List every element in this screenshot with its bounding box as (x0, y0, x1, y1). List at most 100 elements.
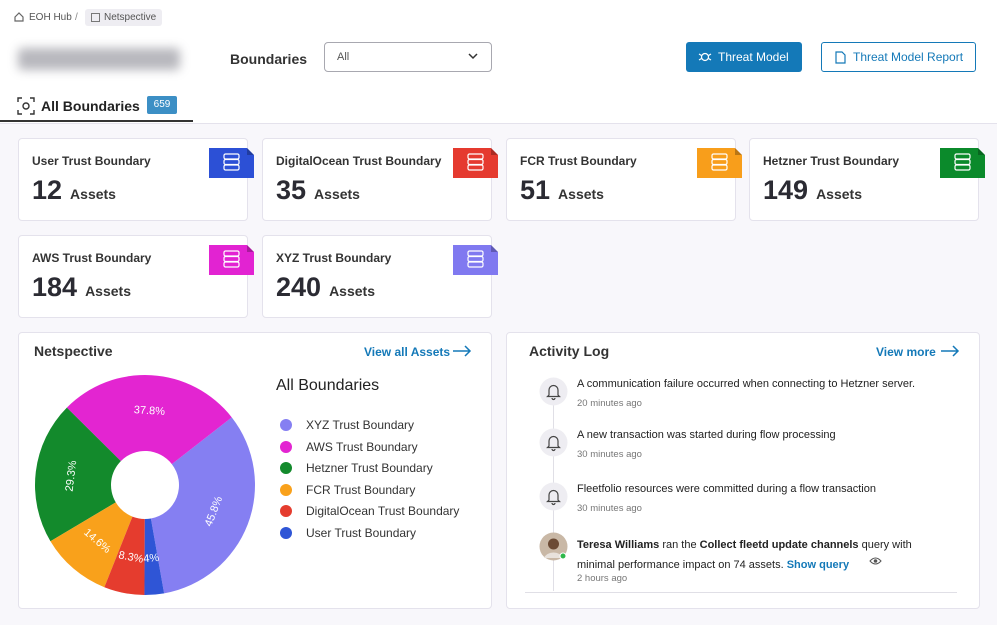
card-count-row: 149 Assets (763, 175, 862, 206)
card-icon (453, 148, 498, 178)
activity-panel (506, 332, 980, 609)
card-icon (453, 245, 498, 275)
card-icon (209, 148, 254, 178)
boundary-card[interactable]: Hetzner Trust Boundary 149 Assets (749, 138, 985, 221)
legend-swatch (280, 505, 292, 518)
card-icon-glyph (954, 164, 971, 171)
card-name: Hetzner Trust Boundary (763, 154, 900, 168)
pie-label: 8.3% (117, 549, 144, 566)
card-count: 149 (763, 175, 809, 205)
boundary-card[interactable]: XYZ Trust Boundary 240 Assets (262, 235, 498, 318)
legend-swatch (280, 462, 292, 475)
card-unit: Assets (329, 283, 375, 299)
card-name: User Trust Boundary (32, 154, 151, 168)
pie-chart: 45.8%37.8%29.3%14.6%8.3%4% (34, 375, 255, 595)
card-count: 51 (520, 175, 551, 205)
button-label[interactable]: Threat Model Report (853, 50, 964, 64)
bug-icon (698, 52, 712, 62)
card-icon-fold (491, 148, 498, 155)
verb: ran the (662, 539, 697, 551)
card-icon-fold (247, 245, 254, 252)
legend-label: AWS Trust Boundary (306, 439, 418, 454)
card-icon-glyph (223, 261, 240, 268)
activity-title: Activity Log (529, 343, 610, 359)
pie-slice (144, 518, 165, 595)
card-icon-glyph (223, 164, 240, 171)
card-unit: Assets (70, 186, 116, 202)
legend-label: XYZ Trust Boundary (306, 418, 415, 432)
card-count-row: 12 Assets (32, 175, 116, 206)
boundary-card[interactable]: FCR Trust Boundary 51 Assets (506, 138, 742, 221)
chevron-icon (468, 53, 478, 60)
card-icon-bg (209, 148, 254, 178)
pie-slice (104, 516, 145, 595)
building-icon (91, 13, 100, 22)
legend-swatch (280, 419, 292, 431)
button-label[interactable]: Threat Model (718, 50, 789, 64)
card-icon-bg (453, 245, 498, 275)
boundary-card[interactable]: AWS Trust Boundary 184 Assets (18, 235, 254, 318)
legend-label: FCR Trust Boundary (306, 482, 416, 497)
activity-time: 30 minutes ago (577, 449, 642, 460)
show-query-link[interactable]: Show query (786, 559, 850, 571)
card-icon-glyph (711, 164, 728, 171)
legend-label: User Trust Boundary (306, 526, 417, 540)
activity-time: 20 minutes ago (577, 398, 642, 409)
card-count: 184 (32, 272, 78, 302)
card-count: 12 (32, 175, 63, 205)
card-count-row: 184 Assets (32, 272, 131, 303)
pie-label: 29.3% (64, 460, 80, 493)
card-icon (209, 245, 254, 275)
card-name: FCR Trust Boundary (520, 154, 637, 168)
view-more-link[interactable]: View more (876, 345, 936, 359)
card-name: DigitalOcean Trust Boundary (276, 154, 442, 168)
card-icon-bg (940, 148, 985, 178)
card-unit: Assets (558, 186, 604, 202)
card-icon (697, 148, 742, 178)
card-unit: Assets (314, 186, 360, 202)
filter-select[interactable]: All (324, 42, 492, 72)
legend-label: DigitalOcean Trust Boundary (306, 504, 460, 519)
card-unit: Assets (816, 186, 862, 202)
breadcrumb-item[interactable]: Netspective (104, 12, 157, 23)
tab-label[interactable]: All Boundaries (41, 98, 140, 114)
bell-icon (539, 428, 568, 457)
activity-time: 30 minutes ago (577, 503, 642, 514)
pie-slice (150, 417, 255, 594)
activity-text: Fleetfolio resources were committed duri… (577, 483, 876, 495)
activity-text: A new transaction was started during flo… (577, 429, 836, 441)
chart-panel-title: Netspective (34, 343, 113, 359)
card-icon (940, 148, 985, 178)
actor: Teresa Williams (577, 539, 660, 551)
filter-value: All (337, 51, 350, 63)
arrow-icon (453, 345, 472, 357)
card-count-row: 51 Assets (520, 175, 604, 206)
legend-title: All Boundaries (276, 377, 380, 394)
rest: query with minimal performance impact on… (577, 539, 912, 571)
query-name: Collect fleetd update channels (699, 539, 859, 551)
legend-label: Hetzner Trust Boundary (306, 461, 433, 476)
boundary-card[interactable]: DigitalOcean Trust Boundary 35 Assets (262, 138, 498, 221)
activity-user-text: Teresa Williams ran the Collect fleetd u… (577, 535, 939, 575)
button-threat-model-report[interactable]: Threat Model Report (821, 42, 976, 72)
pie-slice (66, 375, 232, 465)
breadcrumb-current: Netspective (85, 9, 163, 26)
card-icon-glyph (467, 164, 484, 171)
pie-slice (50, 502, 133, 588)
avatar (539, 532, 568, 561)
card-icon-fold (735, 148, 742, 155)
view-all-link[interactable]: View all Assets (364, 345, 451, 359)
card-name: AWS Trust Boundary (32, 251, 152, 265)
activity-text: A communication failure occurred when co… (577, 378, 916, 390)
breadcrumb-item[interactable]: EOH Hub (29, 12, 72, 23)
filter-label: Boundaries (230, 51, 308, 67)
boundary-card[interactable]: User Trust Boundary 12 Assets (18, 138, 254, 221)
card-count-row: 35 Assets (276, 175, 360, 206)
card-name: XYZ Trust Boundary (276, 251, 392, 265)
card-icon-glyph (467, 261, 484, 268)
bell-icon (539, 377, 568, 406)
pie-label: 37.8% (133, 404, 165, 418)
home-icon (14, 12, 24, 22)
button-threat-model[interactable]: Threat Model (686, 42, 802, 72)
card-icon-fold (491, 245, 498, 252)
